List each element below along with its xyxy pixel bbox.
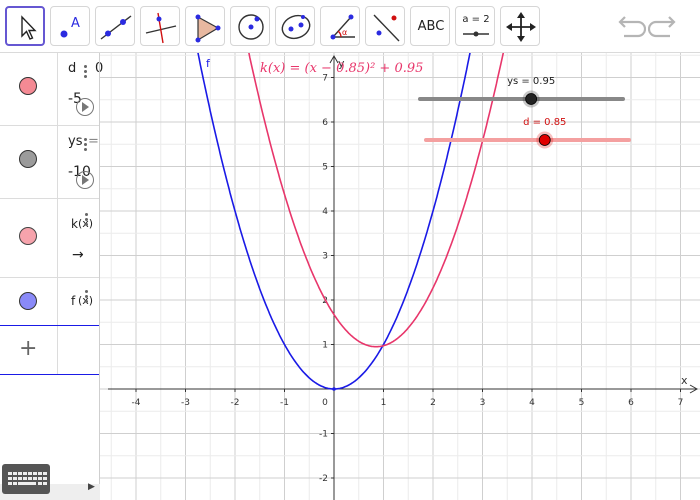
- line-tool-button[interactable]: [95, 6, 135, 46]
- algebra-item-name: f: [71, 294, 76, 308]
- algebra-item-ys[interactable]: ys = -10: [0, 126, 100, 199]
- curve-label-f: f: [206, 57, 211, 70]
- item-menu-icon[interactable]: [84, 63, 88, 80]
- add-icon[interactable]: +: [19, 336, 38, 361]
- polygon-tool-button[interactable]: [185, 6, 225, 46]
- x-tick-label: 1: [381, 398, 387, 408]
- y-tick-label: 6: [322, 118, 328, 128]
- x-axis-arrow: [689, 384, 699, 394]
- move-arrows-icon: [506, 12, 536, 42]
- y-tick-label: -1: [319, 430, 328, 440]
- x-tick-label: 0: [322, 398, 328, 408]
- vertex-point-f: [332, 387, 336, 391]
- algebra-view: d 0 -5 ys = -10 k (x) → f (x) +: [0, 53, 103, 500]
- slider-handle[interactable]: [525, 93, 538, 105]
- algebra-item-value-clip: =: [88, 134, 99, 149]
- x-tick-label: 7: [678, 398, 684, 408]
- perpendicular-line-tool-button[interactable]: [140, 6, 180, 46]
- point-tool-button[interactable]: A: [50, 6, 90, 46]
- x-tick-label: 2: [430, 398, 436, 408]
- y-tick-label: -2: [319, 474, 328, 484]
- output-arrow: →: [72, 247, 84, 263]
- add-item-row[interactable]: +: [0, 326, 100, 375]
- graphics-view[interactable]: x y -4 -3 -2 -1 0 1 2 3 4 5 6 7 7 6 5 4 3 2 1 -1 -2 f k(x) = (x …: [100, 53, 700, 500]
- y-tick-label: 1: [322, 341, 328, 351]
- x-tick-label: 4: [529, 398, 535, 408]
- algebra-item-name: ys: [68, 134, 83, 149]
- svg-text:α: α: [342, 28, 347, 37]
- ellipse-icon: [281, 14, 311, 40]
- x-tick-label: -4: [132, 398, 141, 408]
- undo-icon[interactable]: [612, 10, 646, 44]
- point-icon: A: [60, 16, 80, 38]
- y-tick-label: 3: [322, 252, 328, 262]
- visibility-toggle-ys[interactable]: [19, 150, 37, 168]
- play-button[interactable]: [76, 98, 94, 116]
- y-axis-arrow: [329, 54, 339, 64]
- text-tool-label: ABC: [417, 19, 445, 34]
- x-tick-label: 6: [628, 398, 634, 408]
- cursor-arrow-icon: [21, 15, 37, 40]
- x-tick-label: 5: [579, 398, 585, 408]
- line-icon: [100, 15, 132, 40]
- item-menu-icon[interactable]: [85, 211, 89, 228]
- x-tick-label: -3: [181, 398, 190, 408]
- x-axis-label: x: [681, 374, 688, 387]
- move-tool-button[interactable]: [5, 6, 45, 46]
- algebra-item-d[interactable]: d 0 -5: [0, 53, 103, 126]
- x-tick-label: -1: [280, 398, 289, 408]
- reflect-tool-button[interactable]: [365, 6, 405, 46]
- scroll-right-arrow-icon[interactable]: ▶: [88, 482, 95, 492]
- curve-k[interactable]: [245, 53, 507, 348]
- conic-tool-button[interactable]: [275, 6, 315, 46]
- item-menu-icon[interactable]: [85, 288, 89, 305]
- slider-tool-button[interactable]: a = 2: [455, 6, 495, 46]
- angle-tool-button[interactable]: α: [320, 6, 360, 46]
- visibility-toggle-f[interactable]: [19, 292, 37, 310]
- slider-tool-label: a = 2: [462, 14, 490, 25]
- slider-handle[interactable]: [538, 134, 551, 146]
- slider-label: d = 0.85: [523, 117, 566, 128]
- slider-label: ys = 0.95: [507, 76, 555, 87]
- polygon-icon: [195, 14, 221, 43]
- algebra-item-name: k: [71, 217, 78, 231]
- y-tick-label: 4: [322, 207, 328, 217]
- redo-icon[interactable]: [648, 10, 682, 44]
- play-button[interactable]: [76, 171, 94, 189]
- circle-icon: [238, 14, 264, 40]
- x-tick-label: 3: [480, 398, 486, 408]
- y-tick-label: 7: [322, 74, 328, 84]
- visibility-toggle-k[interactable]: [19, 227, 37, 245]
- curve-label-k: k(x) = (x − 0.85)² + 0.95: [260, 61, 423, 76]
- keyboard-icon[interactable]: [2, 464, 50, 494]
- algebra-item-k[interactable]: k (x) →: [0, 199, 100, 278]
- perpendicular-line-icon: [145, 12, 177, 44]
- angle-icon: α: [330, 14, 355, 40]
- toolbar: A α: [0, 0, 700, 53]
- visibility-toggle-d[interactable]: [19, 77, 37, 95]
- svg-text:A: A: [71, 16, 80, 31]
- item-menu-icon[interactable]: [84, 136, 88, 153]
- move-graphics-view-tool-button[interactable]: [500, 6, 540, 46]
- reflect-icon: [373, 14, 400, 42]
- y-tick-label: 5: [322, 163, 328, 173]
- x-tick-label: -2: [231, 398, 240, 408]
- algebra-item-f[interactable]: f (x): [0, 278, 100, 326]
- circle-tool-button[interactable]: [230, 6, 270, 46]
- slider-icon: [463, 31, 489, 37]
- y-axis-label: y: [338, 57, 345, 70]
- algebra-item-name: d: [68, 61, 77, 76]
- text-tool-button[interactable]: ABC: [410, 6, 450, 46]
